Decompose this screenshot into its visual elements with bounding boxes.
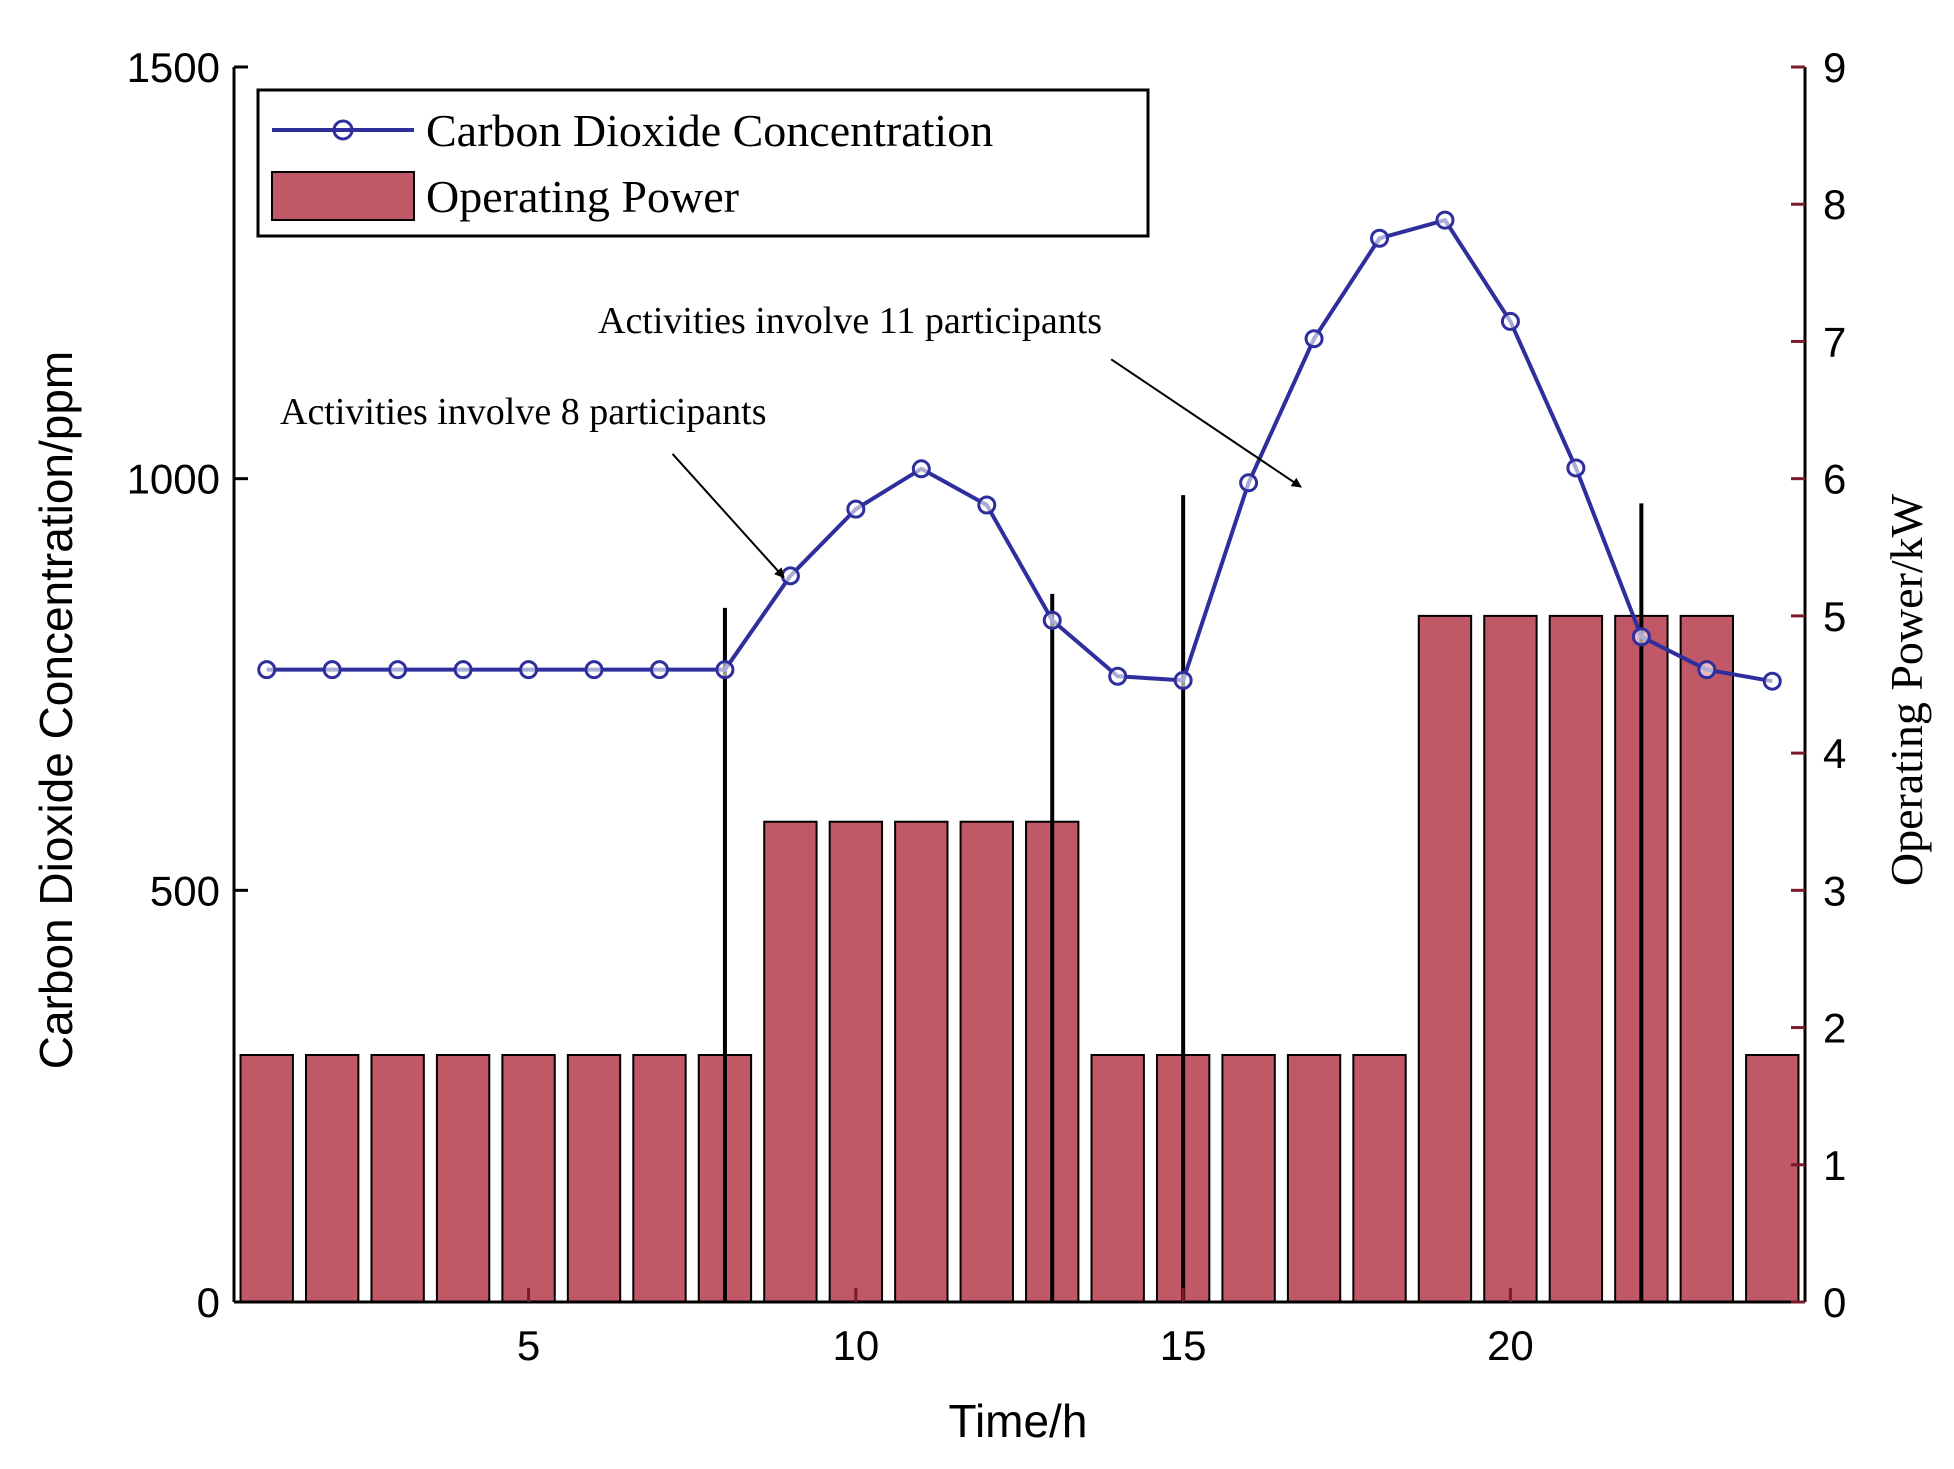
y-right-tick-label: 8 — [1823, 181, 1846, 228]
power-bar — [1417, 614, 1473, 1303]
annotation-8-participants: Activities involve 8 participants — [280, 391, 767, 433]
y-right-tick-label: 0 — [1823, 1279, 1846, 1326]
y-right-tick-label: 1 — [1823, 1142, 1846, 1189]
y-right-tick-label: 4 — [1823, 730, 1846, 777]
legend-marker-icon — [332, 119, 354, 141]
power-bar — [959, 820, 1014, 1303]
y-right-tick-label: 5 — [1823, 593, 1846, 640]
power-bar — [1745, 1054, 1800, 1303]
annotation-arrow — [671, 453, 785, 579]
co2-line-series — [257, 210, 1782, 691]
co2-line — [266, 218, 1773, 684]
co2-point — [322, 660, 342, 680]
co2-point — [780, 566, 800, 586]
y-right-tick-label: 2 — [1823, 1005, 1846, 1052]
legend: Carbon Dioxide Concentration Operating P… — [256, 88, 1150, 238]
annotation-11-participants: Activities involve 11 participants — [598, 300, 1102, 342]
power-bar — [1090, 1054, 1145, 1303]
y-left-tick-label: 1500 — [127, 44, 220, 91]
power-bar — [1352, 1054, 1407, 1303]
power-bar — [763, 820, 818, 1303]
y-left-tick-label: 500 — [150, 867, 220, 914]
co2-point — [1370, 228, 1390, 248]
x-tick-label: 20 — [1487, 1322, 1534, 1369]
y-left-tick-label: 0 — [197, 1279, 220, 1326]
co2-point — [388, 660, 408, 680]
co2-point — [1042, 610, 1062, 630]
y-right-tick-label: 9 — [1823, 44, 1846, 91]
co2-point — [1173, 670, 1193, 690]
legend-bar-swatch — [271, 171, 415, 221]
y-axis-left-label: Carbon Dioxide Concentration/ppm — [30, 351, 82, 1070]
power-bar — [632, 1054, 687, 1303]
x-axis-label: Time/h — [949, 1395, 1088, 1447]
annotations: Activities involve 8 participants Activi… — [280, 300, 1302, 579]
co2-point — [649, 660, 669, 680]
co2-point — [1108, 666, 1128, 686]
power-bar — [501, 1054, 556, 1303]
co2-point — [846, 499, 866, 519]
legend-label-co2: Carbon Dioxide Concentration — [426, 105, 993, 156]
co2-point — [1304, 329, 1324, 349]
y-left-tick-label: 1000 — [127, 456, 220, 503]
co2-point — [715, 660, 735, 680]
y-axis-right-label: Operating Power/kW — [1881, 493, 1932, 886]
x-tick-label: 5 — [517, 1322, 540, 1369]
power-bar — [305, 1054, 360, 1303]
power-bar — [1679, 614, 1734, 1303]
y-right-tick-label: 3 — [1823, 867, 1846, 914]
axes: 0 500 1000 1500 0 1 2 3 4 5 6 7 8 9 5 10 15 20 — [127, 44, 1847, 1369]
operating-power-bars — [239, 614, 1800, 1303]
y-right-tick-label: 7 — [1823, 318, 1846, 365]
co2-point — [1762, 671, 1782, 691]
power-bar — [894, 820, 949, 1303]
power-bar — [828, 820, 884, 1303]
power-bar — [1221, 1054, 1276, 1303]
co2-point — [1697, 660, 1717, 680]
power-bar — [239, 1054, 294, 1303]
co2-point — [453, 660, 473, 680]
legend-label-power: Operating Power — [426, 171, 739, 222]
power-bar — [1483, 614, 1538, 1303]
co2-point — [977, 495, 997, 515]
power-bar — [1548, 614, 1604, 1303]
y-right-tick-label: 6 — [1823, 456, 1846, 503]
power-bar — [1286, 1054, 1342, 1303]
co2-point — [1239, 473, 1259, 493]
co2-point — [1631, 627, 1651, 647]
co2-point — [1500, 311, 1520, 331]
co2-point — [1566, 458, 1586, 478]
co2-point — [519, 660, 539, 680]
co2-point — [1435, 210, 1455, 230]
co2-point — [911, 459, 931, 479]
annotation-arrow — [1110, 358, 1302, 488]
power-bar — [435, 1054, 491, 1303]
x-tick-label: 15 — [1160, 1322, 1207, 1369]
power-bar — [566, 1054, 622, 1303]
co2-point — [257, 660, 277, 680]
co2-point — [584, 660, 604, 680]
x-tick-label: 10 — [832, 1322, 879, 1369]
power-bar — [370, 1054, 425, 1303]
